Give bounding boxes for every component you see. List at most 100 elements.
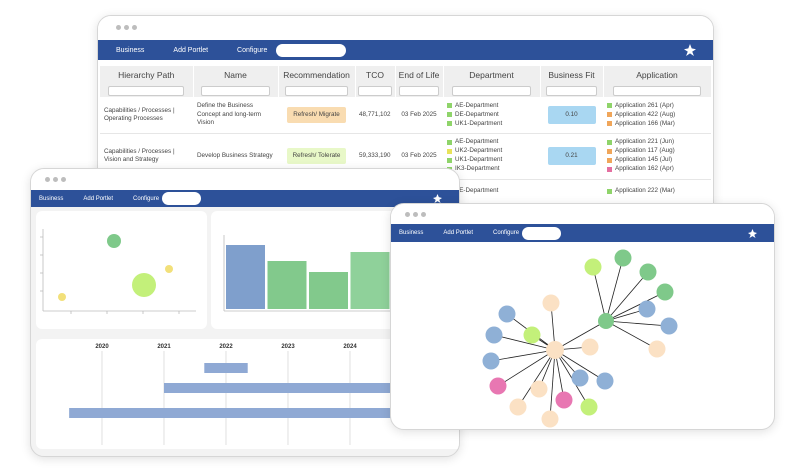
column-header: Recommendation [278, 66, 356, 97]
window-bar [31, 169, 459, 190]
node[interactable] [542, 294, 560, 312]
nav-item[interactable]: Configure [237, 46, 268, 54]
node[interactable] [485, 326, 503, 344]
column-title: TCO [366, 70, 384, 80]
bar [226, 245, 265, 309]
column-title: Business Fit [548, 70, 595, 80]
node[interactable] [656, 283, 674, 301]
column-filter[interactable] [613, 86, 701, 96]
edge [605, 257, 624, 322]
logo[interactable] [683, 43, 697, 57]
application-label: Application 145 (Jul) [615, 156, 673, 164]
logo-shape [748, 228, 757, 238]
bar [267, 261, 307, 309]
column-filter[interactable] [452, 86, 531, 96]
edge [493, 334, 556, 351]
nav-item[interactable]: Add Portlet [443, 230, 474, 236]
window-bar [98, 16, 713, 40]
edge [517, 349, 556, 408]
column-filter[interactable] [545, 86, 598, 96]
node[interactable] [581, 338, 599, 356]
column-header: Department [443, 66, 541, 97]
node[interactable] [639, 263, 657, 281]
search-box[interactable] [522, 226, 561, 240]
column-title: Application [636, 70, 678, 80]
scatter-point [132, 273, 156, 297]
column-title: Name [224, 70, 247, 80]
edge [554, 320, 607, 351]
nav-item[interactable]: Add Portlet [83, 195, 114, 202]
nav-item[interactable]: Add Portlet [173, 46, 209, 54]
node[interactable] [648, 340, 666, 358]
tco: 48,771,102 [359, 110, 391, 118]
application: Application 162 (Apr) [607, 165, 707, 174]
logo[interactable] [747, 228, 758, 239]
column-header: Business Fit [540, 66, 604, 97]
node[interactable] [584, 258, 602, 276]
department: DE-Department [447, 110, 536, 119]
application-label: Application 166 (Mar) [615, 119, 675, 127]
hierarchy-path: Capabilities / Processes | Vision and St… [104, 147, 175, 163]
application-label: Application 222 (Mar) [615, 186, 675, 194]
node[interactable] [596, 372, 614, 390]
department-label: UK1-Department [455, 156, 503, 164]
nav-item[interactable]: Business [39, 195, 64, 202]
logo[interactable] [432, 193, 443, 204]
column-filter[interactable] [358, 86, 392, 96]
node[interactable] [530, 380, 548, 398]
node[interactable] [660, 317, 678, 335]
node[interactable] [523, 326, 541, 344]
window-bar [391, 204, 774, 224]
node[interactable] [489, 377, 507, 395]
application: Application 145 (Jul) [607, 156, 707, 165]
table-cell: 48,771,102 [355, 97, 395, 134]
business-fit: 0.21 [547, 146, 596, 166]
table: Hierarchy Path Name Recommendation TCO End o… [100, 66, 712, 204]
nav-item[interactable]: Configure [133, 195, 160, 202]
application: Application 222 (Mar) [607, 187, 707, 196]
hierarchy-path: Capabilities / Processes | Operating Pro… [104, 106, 175, 122]
column-header: Application [603, 66, 712, 97]
application-label: Application 221 (Jun) [615, 138, 675, 146]
node[interactable] [614, 249, 632, 267]
node[interactable] [541, 410, 559, 428]
column-header: Name [193, 66, 279, 97]
application-label: Application 422 (Aug) [615, 110, 676, 118]
node[interactable] [571, 369, 589, 387]
edge [549, 349, 556, 420]
nav-item[interactable]: Business [399, 230, 424, 236]
table-cell: Refresh/ Migrate [278, 97, 355, 134]
node[interactable] [580, 398, 598, 416]
department-label: AE-Department [455, 101, 499, 109]
table-cell: Application 222 (Mar) [603, 179, 711, 204]
node[interactable] [638, 300, 656, 318]
search-box[interactable] [162, 192, 201, 205]
nav-item[interactable]: Business [116, 46, 145, 54]
node[interactable] [498, 305, 516, 323]
node[interactable] [598, 313, 614, 329]
column-filter[interactable] [200, 86, 271, 96]
color-swatch [607, 158, 612, 163]
node[interactable] [555, 391, 573, 409]
column-filter[interactable] [285, 86, 348, 96]
recommendation: Refresh/ Tolerate [286, 147, 347, 165]
node[interactable] [482, 352, 500, 370]
edge [605, 291, 666, 322]
column-header: TCO [355, 66, 396, 97]
node[interactable] [546, 341, 564, 359]
edge [497, 349, 556, 387]
color-swatch [607, 103, 612, 109]
scatter-point [107, 234, 121, 248]
dashboard-window: Business Add Portlet Configure 2020 2021 202… [30, 168, 460, 457]
column-filter[interactable] [108, 86, 185, 96]
table-cell: Application 261 (Apr) Application 422 (Au… [603, 97, 711, 134]
application-label: Application 162 (Apr) [615, 165, 674, 173]
nav-item[interactable]: Configure [493, 230, 520, 236]
scatter-axes [40, 229, 196, 314]
year-label: 2022 [219, 344, 233, 350]
node[interactable] [509, 398, 527, 416]
timeline-bar [164, 383, 397, 393]
column-filter[interactable] [399, 86, 439, 96]
search-box[interactable] [276, 43, 346, 57]
scatter-point [165, 265, 173, 273]
